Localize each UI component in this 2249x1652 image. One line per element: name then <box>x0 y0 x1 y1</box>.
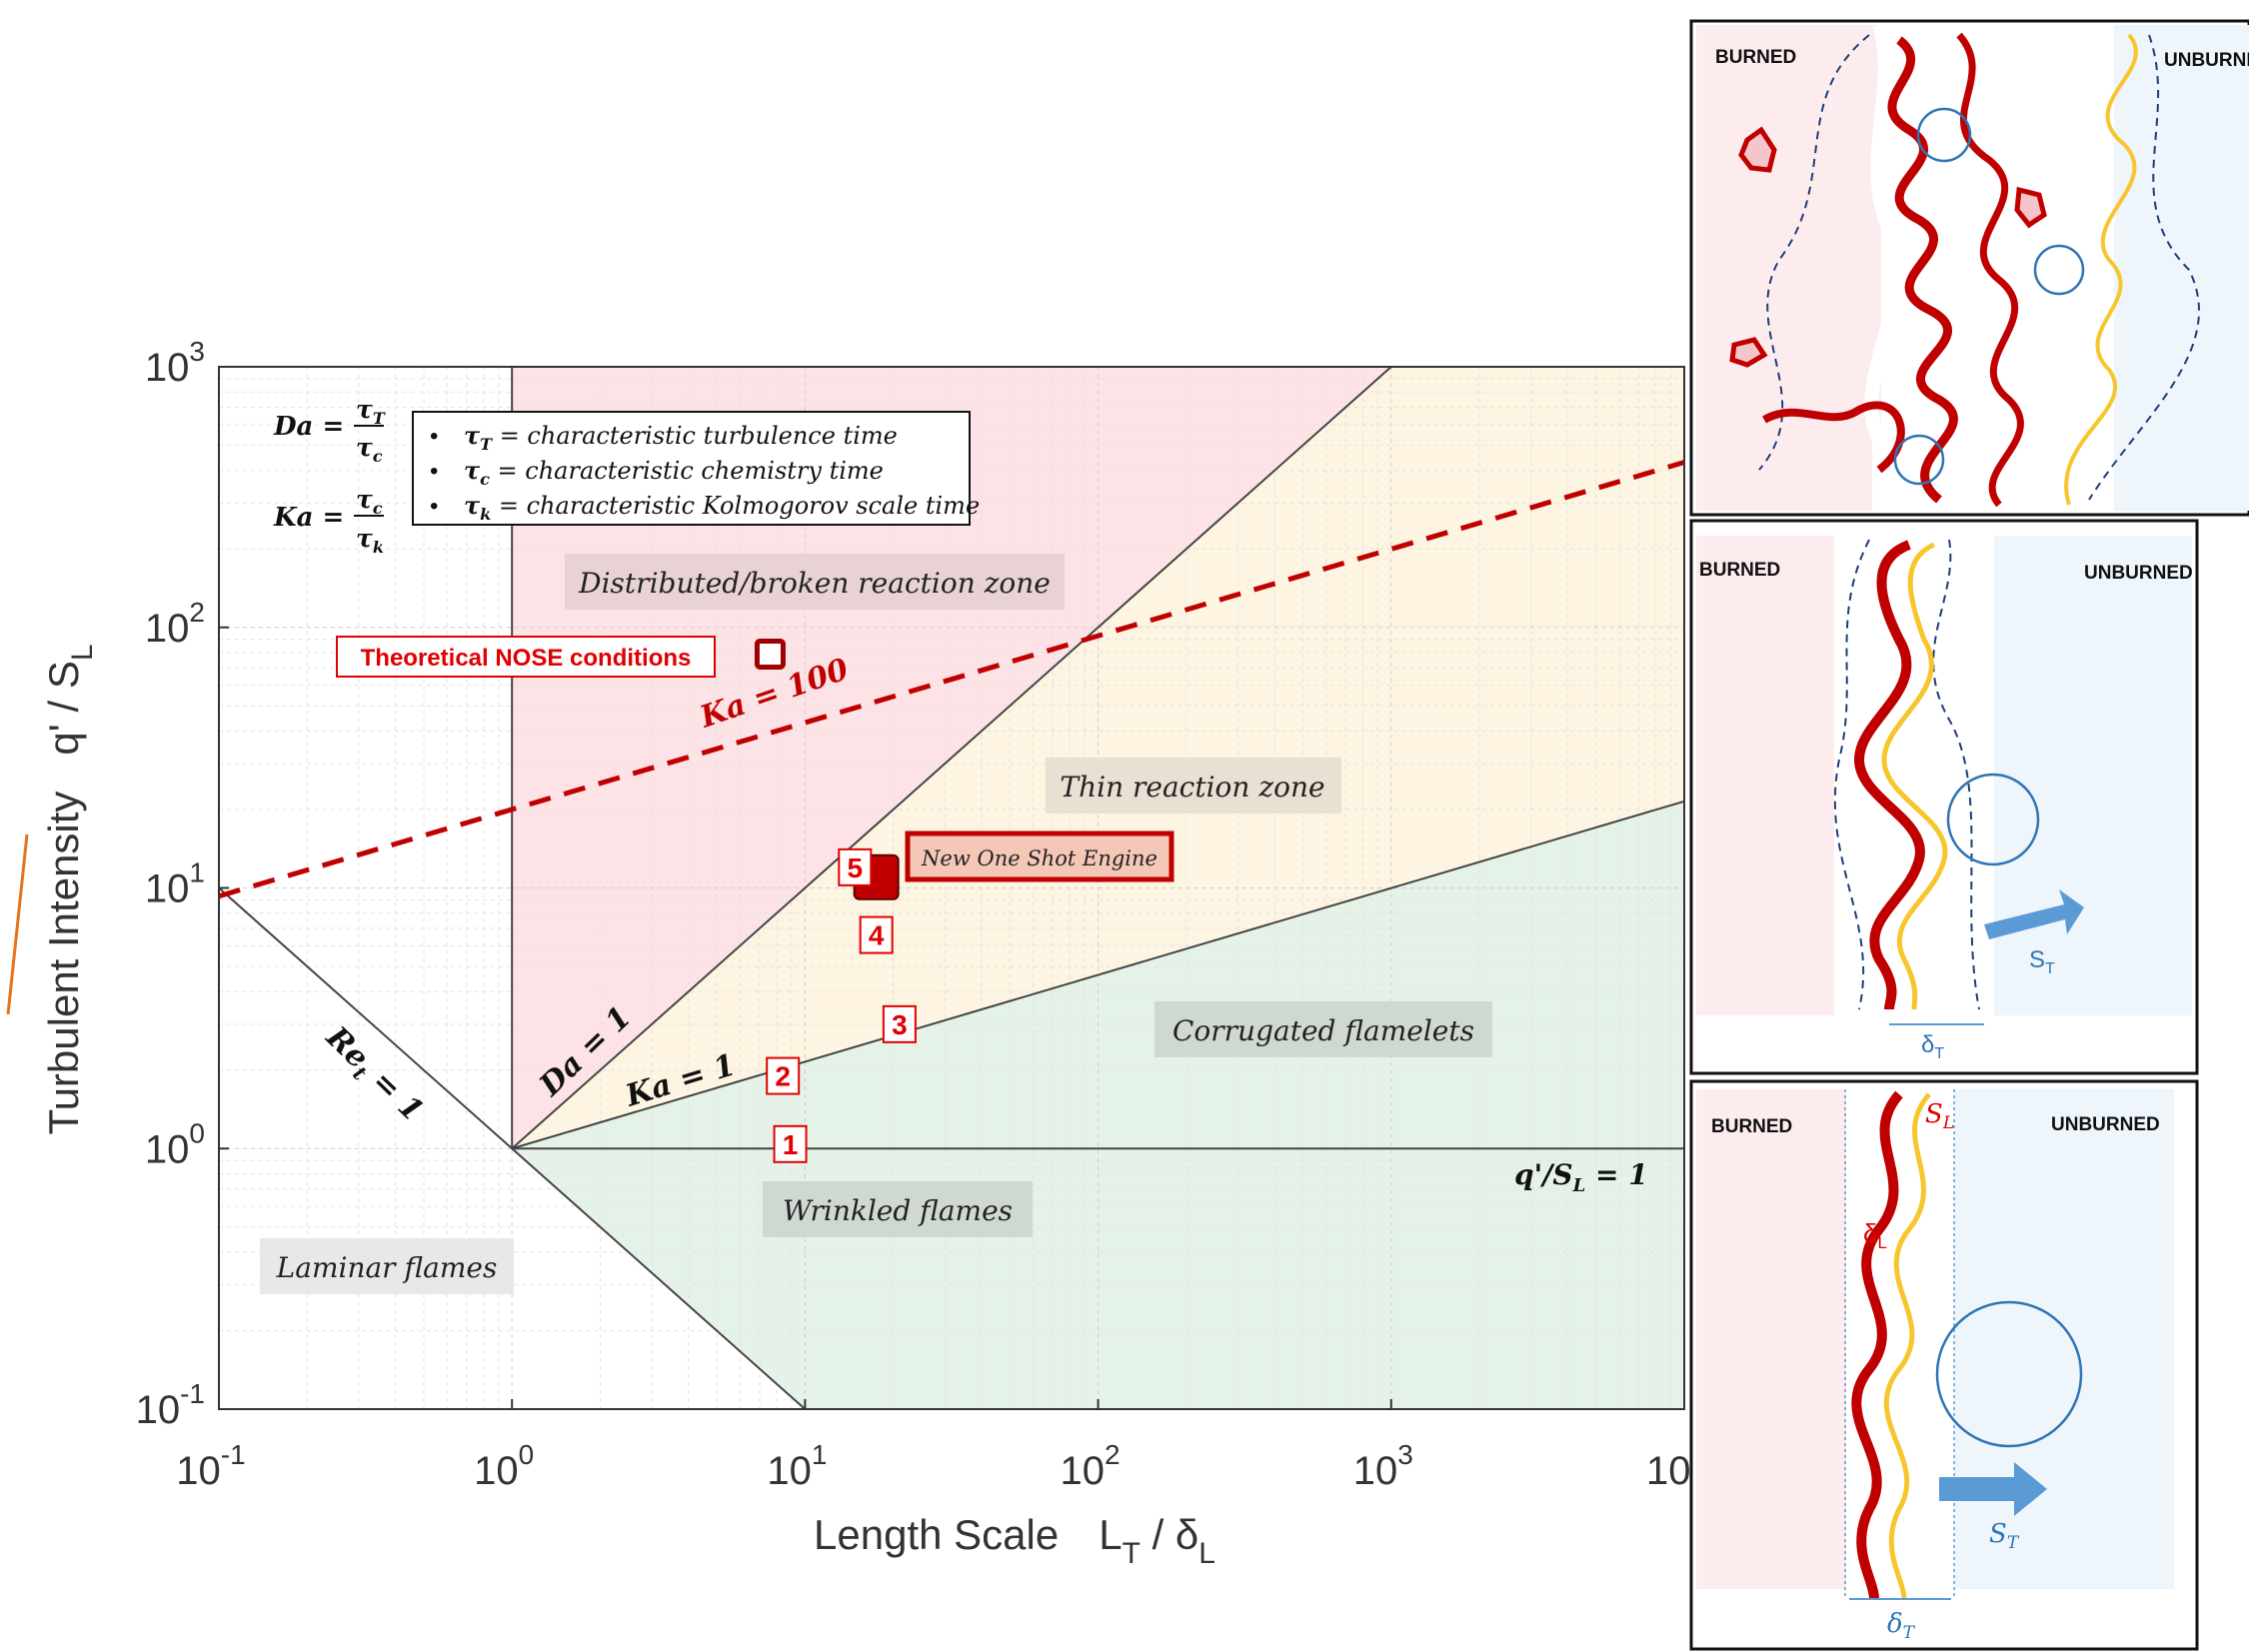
region-corrugated: Corrugated flamelets <box>1154 1001 1492 1057</box>
x-tick-label: 103 <box>1353 1439 1413 1493</box>
grid <box>219 367 1684 1409</box>
svg-text:δL: δL <box>1863 1218 1887 1252</box>
svg-text:δT: δT <box>1887 1609 1916 1643</box>
marker-box <box>766 1056 801 1095</box>
marker-label: 1 <box>783 1129 799 1160</box>
x-tick-label: 100 <box>474 1439 534 1493</box>
svg-text:τk = characteristic Kolmogorov: τk = characteristic Kolmogorov scale tim… <box>464 491 980 524</box>
svg-text:UNBURNED: UNBURNED <box>2051 1114 2160 1135</box>
line-ka-100 <box>219 460 1684 899</box>
inset-broken-flame: BURNED UNBURNI <box>1689 19 2249 517</box>
line-ka-1 <box>511 800 1684 1150</box>
engine-callout: New One Shot Engine <box>905 830 1174 882</box>
marker-3: 3 <box>882 1004 917 1043</box>
y-tick-label: 103 <box>145 336 205 390</box>
time-scale-legend: • τT = characteristic turbulence time • … <box>412 411 980 526</box>
marker-box <box>882 1004 917 1043</box>
svg-text:Wrinkled flames: Wrinkled flames <box>783 1194 1013 1227</box>
marker-1: 1 <box>773 1124 808 1163</box>
marker-label: 2 <box>775 1061 791 1092</box>
svg-text:New One Shot Engine: New One Shot Engine <box>921 846 1157 870</box>
da-definition: Da = τT τc <box>273 395 386 466</box>
svg-text:ST: ST <box>1989 1519 2020 1553</box>
marker-5: 5 <box>838 847 873 886</box>
regime-boundary-lines <box>219 367 1684 1409</box>
y-tick-label: 10-1 <box>136 1378 205 1432</box>
region-distributed: Distributed/broken reaction zone <box>565 554 1065 610</box>
svg-text:Distributed/broken reaction zo: Distributed/broken reaction zone <box>578 567 1051 600</box>
svg-text:Theoretical NOSE conditions: Theoretical NOSE conditions <box>361 645 692 672</box>
x-axis-title: Length Scale LT / δL <box>814 1511 1215 1570</box>
svg-text:BURNED: BURNED <box>1711 1116 1792 1137</box>
svg-text:Ka =: Ka = <box>273 503 344 533</box>
svg-text:BURNED: BURNED <box>1715 47 1796 68</box>
svg-text:τT = characteristic turbulence: τT = characteristic turbulence time <box>464 421 898 454</box>
label-qsl: q'/SL = 1 <box>1514 1158 1648 1196</box>
marker-box <box>838 847 873 886</box>
inset-thin-reaction: BURNED UNBURNED ST δT <box>1689 519 2199 1075</box>
marker-label: 3 <box>892 1009 908 1040</box>
line-da-1 <box>511 367 1392 1149</box>
marker-box <box>773 1124 808 1163</box>
svg-text:δT: δT <box>1921 1031 1944 1062</box>
region-thin: Thin reaction zone <box>1046 758 1341 814</box>
y-tick-label: 101 <box>145 857 205 911</box>
svg-text:τk: τk <box>356 524 384 557</box>
marker-4: 4 <box>859 915 894 954</box>
svg-text:SL: SL <box>1925 1099 1954 1133</box>
svg-text:Da =: Da = <box>273 412 344 442</box>
svg-text:Thin reaction zone: Thin reaction zone <box>1060 771 1324 804</box>
x-tick-label: 101 <box>767 1439 827 1493</box>
inset-corrugated: BURNED UNBURNED SL δL ST δT <box>1689 1079 2199 1651</box>
svg-text:Laminar flames: Laminar flames <box>276 1251 498 1284</box>
marker-label: 4 <box>869 920 885 951</box>
y-tick-label: 102 <box>145 597 205 651</box>
x-tick-label: 10-1 <box>176 1439 245 1493</box>
orange-accent-line <box>6 833 29 1015</box>
label-re-t: Ret = 1 <box>316 1019 430 1131</box>
svg-text:UNBURNED: UNBURNED <box>2084 563 2193 584</box>
nose-callout: Theoretical NOSE conditions <box>336 636 716 678</box>
svg-text:ST: ST <box>2029 946 2055 977</box>
ka-definition: Ka = τc τk <box>273 485 384 557</box>
svg-text:τc: τc <box>356 485 383 518</box>
marker-box <box>859 915 894 954</box>
svg-text:UNBURNI: UNBURNI <box>2164 50 2249 71</box>
svg-text:•: • <box>430 493 438 520</box>
x-tick-label: 102 <box>1061 1439 1121 1493</box>
svg-text:τT: τT <box>356 395 386 428</box>
region-wrinkled: Wrinkled flames <box>763 1181 1033 1237</box>
svg-text:•: • <box>430 423 438 450</box>
y-axis-title: Turbulent Intensityq' / SL <box>40 644 99 1134</box>
region-laminar: Laminar flames <box>260 1238 514 1294</box>
marker-label: 5 <box>848 852 864 883</box>
numbered-markers: 1 2 3 4 5 <box>766 847 917 1163</box>
svg-text:τc: τc <box>356 433 383 466</box>
svg-text:τc = characteristic chemistry: τc = characteristic chemistry time <box>464 456 884 489</box>
svg-text:BURNED: BURNED <box>1699 560 1780 581</box>
svg-text:Corrugated flamelets: Corrugated flamelets <box>1172 1014 1474 1047</box>
svg-text:•: • <box>430 458 438 485</box>
nose-point <box>754 638 786 670</box>
marker-2: 2 <box>766 1056 801 1095</box>
y-tick-label: 100 <box>145 1117 205 1171</box>
